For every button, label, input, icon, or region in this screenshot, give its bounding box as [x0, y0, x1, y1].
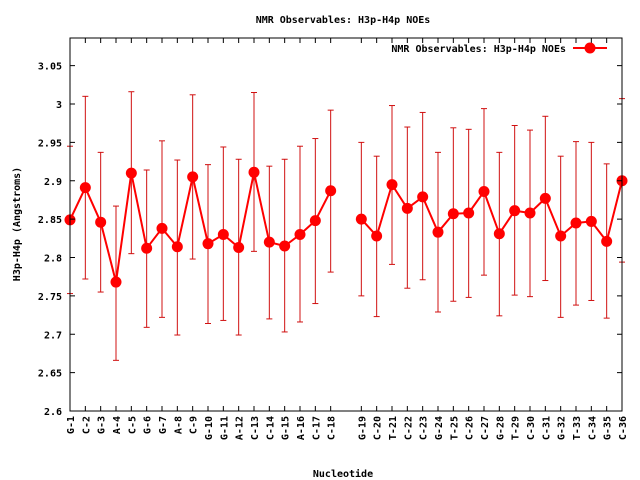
plot-area [64, 91, 628, 361]
x-tick-label: C-14 [265, 416, 276, 440]
x-tick-label: C-27 [480, 416, 491, 440]
x-tick-label: T-21 [388, 416, 399, 440]
x-tick-label: A-4 [112, 416, 123, 434]
y-tick-label: 3 [56, 100, 62, 111]
data-point [217, 228, 229, 240]
x-tick-label: C-34 [587, 416, 598, 440]
y-tick-label: 3.05 [38, 62, 62, 73]
y-tick-label: 2.8 [44, 254, 62, 265]
legend: NMR Observables: H3p-H4p NOEs [391, 42, 607, 55]
x-tick-label: G-7 [158, 416, 169, 434]
x-tick-label: G-1 [66, 416, 77, 434]
y-tick-label: 2.85 [38, 215, 62, 226]
y-tick-label: 2.6 [44, 407, 62, 418]
x-tick-label: A-8 [173, 416, 184, 434]
data-point [156, 222, 168, 234]
data-point [248, 166, 260, 178]
data-point [355, 213, 367, 225]
data-point [294, 228, 306, 240]
data-point [417, 191, 429, 203]
data-point [202, 238, 214, 250]
data-point [279, 240, 291, 252]
x-tick-label: C-31 [541, 416, 552, 440]
x-tick-label: G-3 [97, 416, 108, 434]
y-tick-label: 2.95 [38, 138, 62, 149]
data-point [79, 182, 91, 194]
data-point [110, 276, 122, 288]
x-tick-label: A-12 [235, 416, 246, 440]
chart-title: NMR Observables: H3p-H4p NOEs [256, 15, 431, 26]
series-line [360, 180, 623, 244]
x-tick-label: G-35 [603, 416, 614, 440]
data-point [524, 207, 536, 219]
data-point [386, 179, 398, 191]
y-tick-label: 2.9 [44, 177, 62, 188]
data-point [325, 185, 337, 197]
y-axis: 2.6 2.65 2.7 2.75 2.8 2.85 2.9 2.95 3 3.05 [38, 62, 622, 418]
data-point [432, 226, 444, 238]
x-tick-label: T-33 [572, 416, 583, 440]
series-line [69, 172, 332, 283]
y-tick-label: 2.65 [38, 369, 62, 380]
legend-label: NMR Observables: H3p-H4p NOEs [391, 44, 566, 55]
x-tick-label: C-23 [419, 416, 430, 440]
x-tick-label: G-11 [219, 416, 230, 440]
x-tick-label: G-28 [495, 416, 506, 440]
x-tick-label: G-15 [281, 416, 292, 440]
x-tick-label: C-36 [618, 416, 629, 440]
x-tick-label: A-16 [296, 416, 307, 440]
data-point [601, 235, 613, 247]
x-tick-label: G-19 [357, 416, 368, 440]
x-tick-label: T-29 [511, 416, 522, 440]
x-tick-label: G-32 [557, 416, 568, 440]
x-tick-label: C-5 [127, 416, 138, 434]
data-point [478, 185, 490, 197]
data-point [171, 241, 183, 253]
plot-frame [69, 37, 623, 412]
x-tick-label: C-13 [250, 416, 261, 440]
x-tick-label: G-24 [434, 416, 445, 440]
y-tick-label: 2.7 [44, 330, 62, 341]
data-point [585, 215, 597, 227]
data-point [539, 192, 551, 204]
data-point [309, 215, 321, 227]
data-point [493, 228, 505, 240]
data-point [141, 242, 153, 254]
x-axis-label: Nucleotide [313, 468, 373, 480]
x-tick-label: C-20 [373, 416, 384, 440]
data-point [555, 230, 567, 242]
data-point [509, 205, 521, 217]
x-axis: G-1 C-2 G-3 A-4 C-5 G-6 G-7 A-8 C-9 G-10 G-11 A-12 C… [66, 38, 629, 440]
x-tick-label: C-26 [465, 416, 476, 440]
data-point [401, 202, 413, 214]
x-tick-label: G-10 [204, 416, 215, 440]
data-point [463, 207, 475, 219]
data-point [95, 216, 107, 228]
data-point [187, 171, 199, 183]
x-tick-label: C-2 [81, 416, 92, 434]
x-tick-label: C-30 [526, 416, 537, 440]
data-point [447, 208, 459, 220]
data-point [570, 217, 582, 229]
y-tick-label: 2.75 [38, 292, 62, 303]
data-point [125, 167, 137, 179]
data-point [263, 236, 275, 248]
x-tick-label: C-22 [403, 416, 414, 440]
data-point [371, 230, 383, 242]
y-axis-label: H3p-H4p (Angstroms) [12, 167, 23, 281]
x-tick-label: G-6 [143, 416, 154, 434]
x-tick-label: C-18 [327, 416, 338, 440]
x-tick-label: C-17 [311, 416, 322, 440]
x-tick-label: T-25 [449, 416, 460, 440]
legend-marker [584, 42, 596, 54]
x-tick-label: C-9 [189, 416, 200, 434]
data-point [233, 242, 245, 254]
